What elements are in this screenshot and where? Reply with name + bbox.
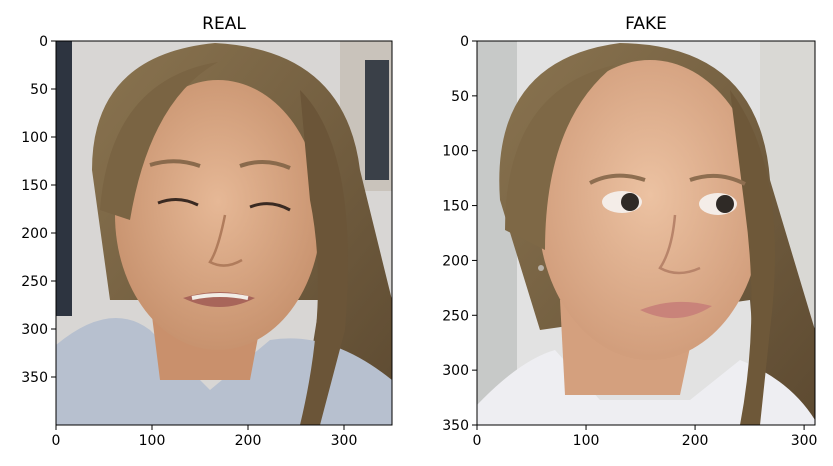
x-tick-label: 200 bbox=[682, 433, 709, 449]
y-tick-label: 300 bbox=[21, 322, 48, 338]
y-tick-label: 250 bbox=[442, 308, 469, 324]
x-tick-label: 100 bbox=[139, 433, 166, 449]
x-tick-label: 200 bbox=[235, 433, 262, 449]
y-tick-label: 0 bbox=[460, 34, 469, 50]
x-tick-label: 100 bbox=[573, 433, 600, 449]
y-tick-label: 350 bbox=[21, 370, 48, 386]
y-tick-label: 50 bbox=[451, 89, 469, 105]
y-tick-label: 350 bbox=[442, 418, 469, 434]
y-tick-label: 150 bbox=[442, 199, 469, 215]
panel-fake: FAKE bbox=[442, 14, 817, 449]
axis-ticks: 0 100 200 300 0 50 100 150 200 250 300 350 bbox=[21, 34, 357, 449]
x-tick-label: 0 bbox=[52, 433, 61, 449]
photo-real-face bbox=[56, 41, 392, 425]
x-tick-label: 300 bbox=[331, 433, 358, 449]
panel-title: FAKE bbox=[625, 14, 667, 34]
panel-title: REAL bbox=[202, 14, 246, 34]
x-tick-label: 300 bbox=[791, 433, 818, 449]
y-tick-label: 100 bbox=[442, 144, 469, 160]
y-tick-label: 50 bbox=[30, 82, 48, 98]
y-tick-label: 0 bbox=[39, 34, 48, 50]
panel-real: REAL bbox=[21, 14, 393, 449]
y-tick-label: 200 bbox=[21, 226, 48, 242]
y-tick-label: 150 bbox=[21, 178, 48, 194]
x-tick-label: 0 bbox=[473, 433, 482, 449]
axis-ticks: 0 100 200 300 0 50 100 150 200 250 300 350 bbox=[442, 34, 817, 449]
y-tick-label: 100 bbox=[21, 130, 48, 146]
photo-fake-face bbox=[477, 41, 815, 425]
y-tick-label: 200 bbox=[442, 253, 469, 269]
axes-frame bbox=[476, 40, 816, 426]
y-tick-label: 250 bbox=[21, 274, 48, 290]
y-tick-label: 300 bbox=[442, 363, 469, 379]
